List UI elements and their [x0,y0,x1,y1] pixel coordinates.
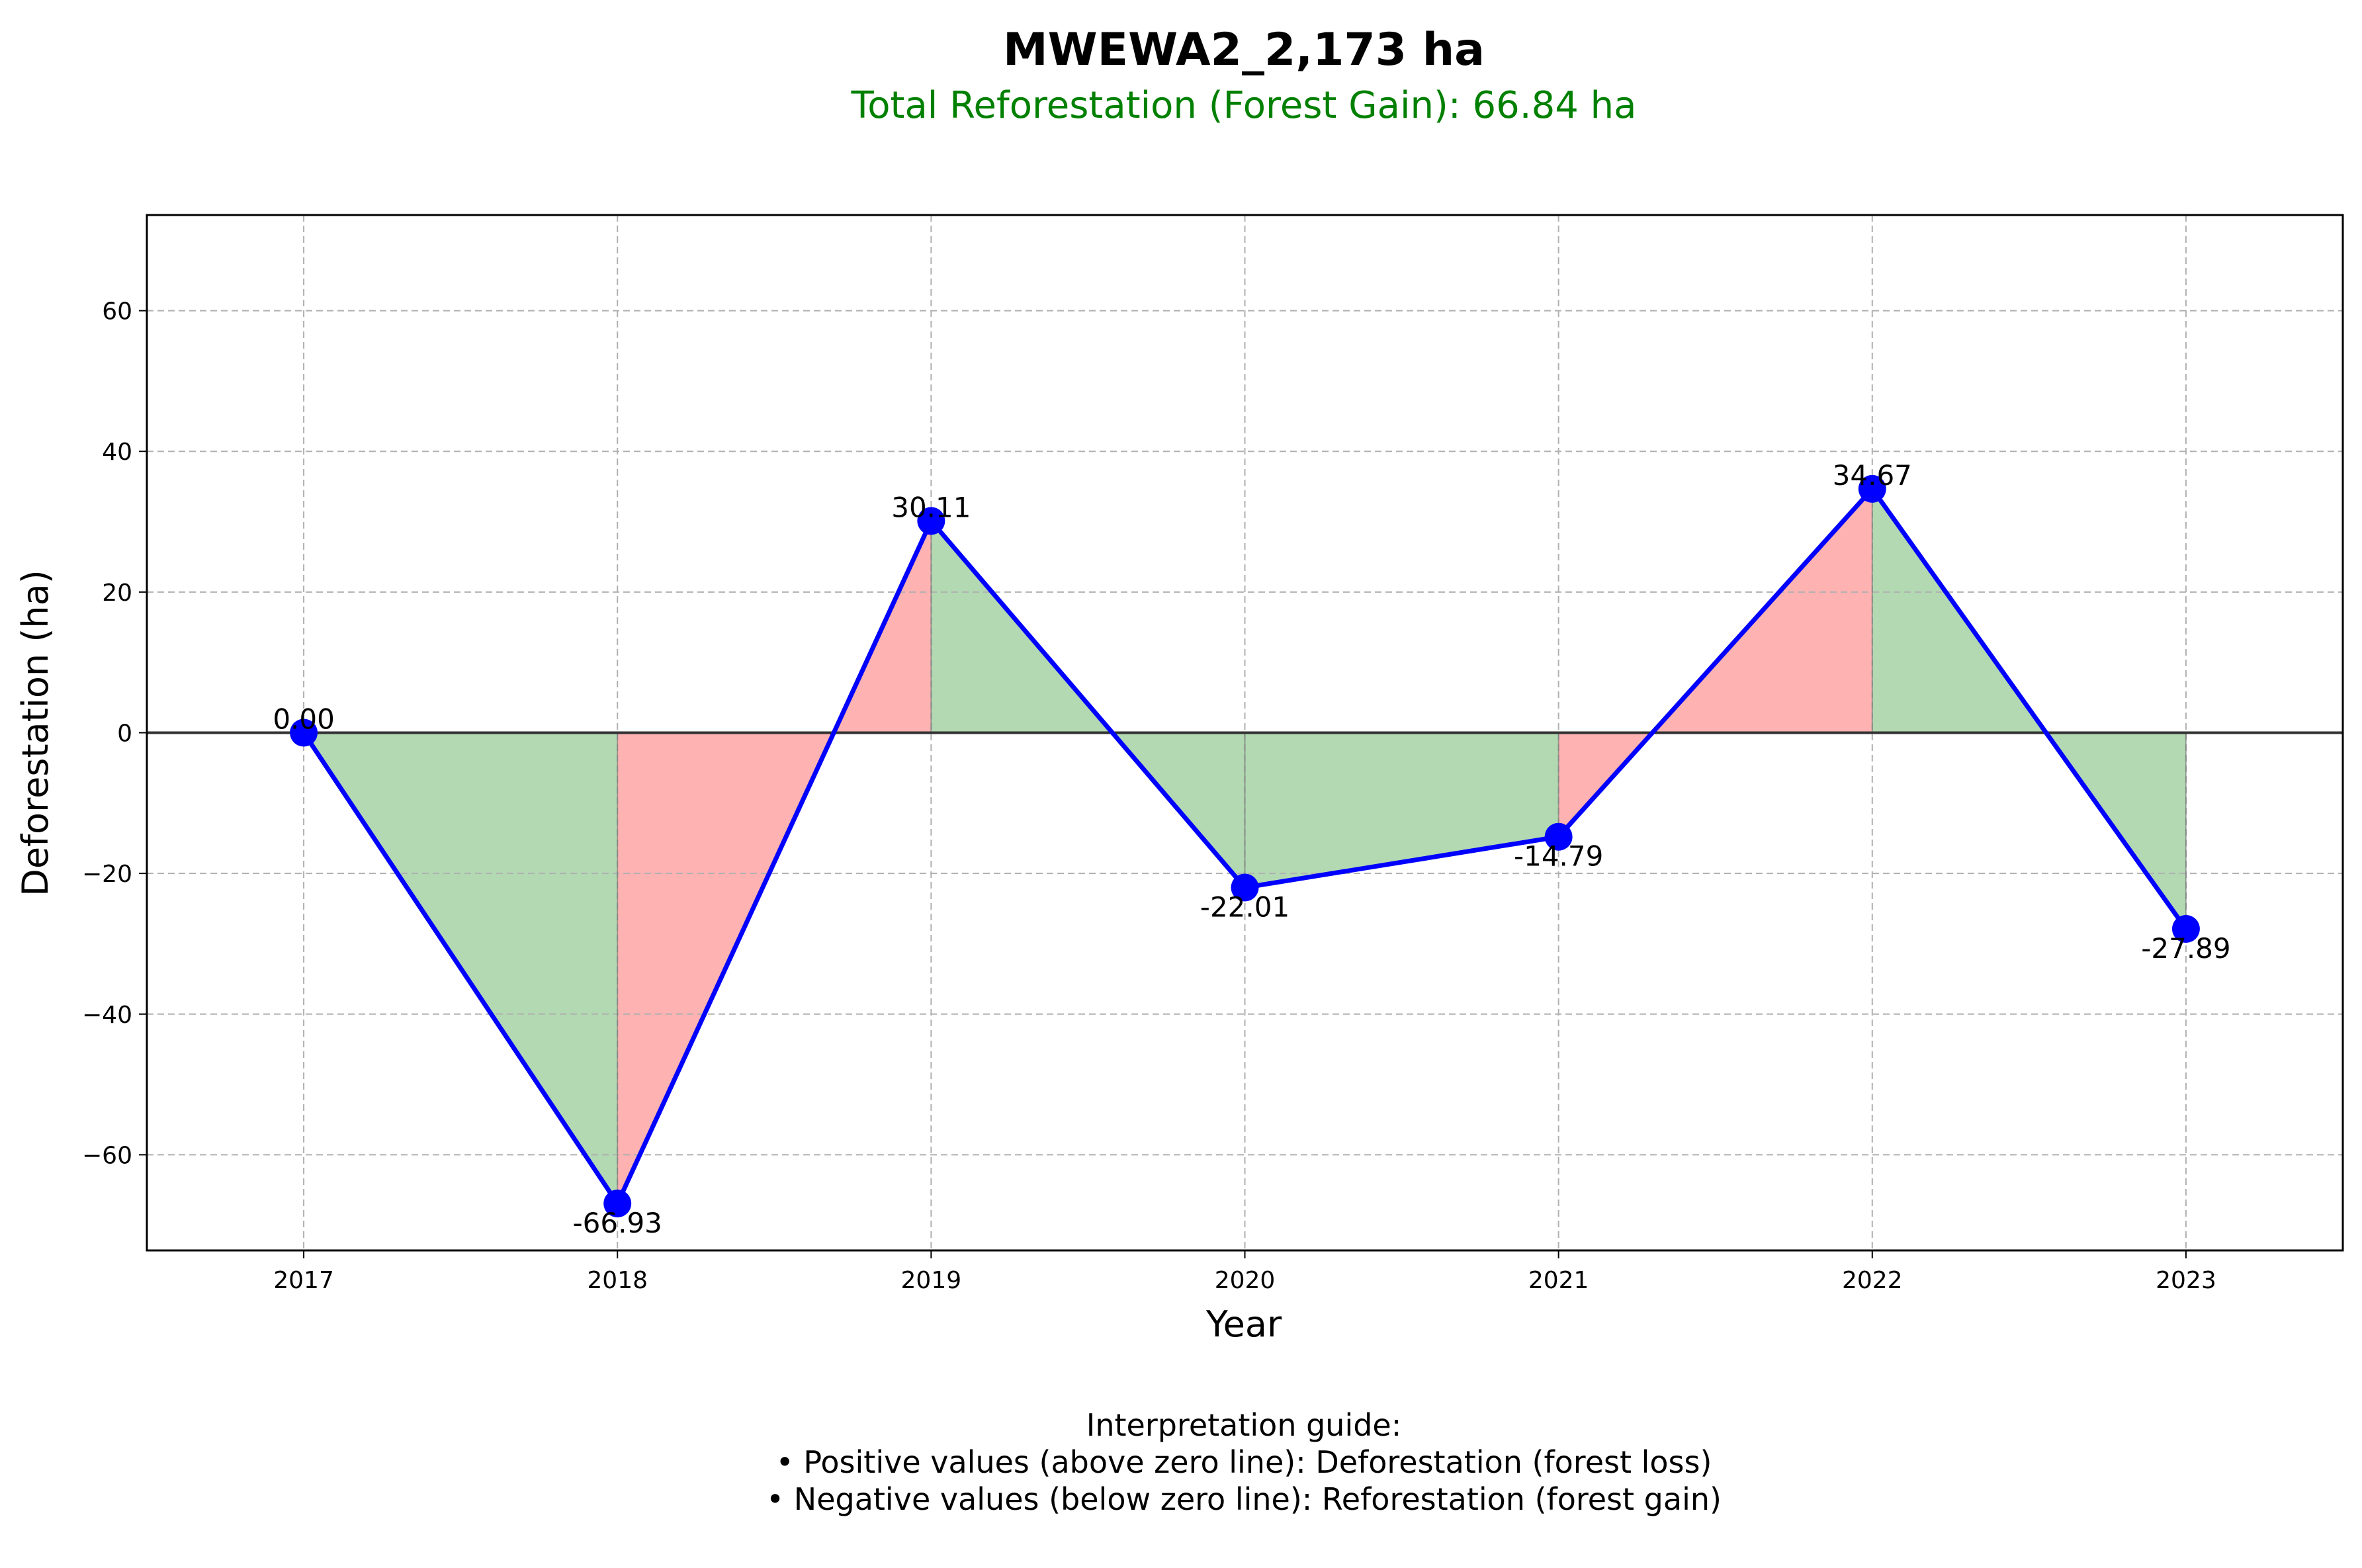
data-markers [290,474,2200,1218]
data-point [2171,915,2200,943]
x-tick-label: 2019 [901,1267,962,1294]
x-axis-label: Year [1205,1303,1282,1345]
data-label: 30.11 [891,491,971,523]
x-tick-label: 2022 [1842,1267,1903,1294]
x-tick-label: 2018 [587,1267,648,1294]
x-tick-label: 2023 [2156,1267,2216,1294]
data-label: 34.67 [1833,459,1912,492]
guide-line-positive: • Positive values (above zero line): Def… [776,1444,1712,1480]
data-point [1231,873,1259,902]
x-axis-ticks: 2017 2018 2019 2020 2021 2022 2023 [273,1250,2216,1294]
chart-subtitle: Total Reforestation (Forest Gain): 66.84… [851,84,1637,127]
y-axis-label: Deforestation (ha) [15,570,56,896]
x-tick-label: 2017 [273,1267,334,1294]
plot-area: 0.00 -66.93 30.11 -22.01 -14.79 34.67 -27.89 [146,214,2344,1252]
y-tick-label: −40 [82,1002,132,1029]
chart-title: MWEWA2_2,173 ha [1003,24,1485,76]
data-point [603,1190,632,1218]
interpretation-guide: Interpretation guide: • Positive values … [766,1407,1722,1517]
x-tick-label: 2021 [1528,1267,1589,1294]
data-point [1544,822,1573,851]
y-tick-label: −60 [82,1142,132,1169]
year-marker-lines [617,488,2187,1204]
data-label: -14.79 [1514,840,1603,873]
data-label: 0.00 [273,703,335,736]
x-tick-label: 2020 [1215,1267,1276,1294]
data-label: -27.89 [2141,932,2230,965]
y-axis-ticks: −60 −40 −20 0 20 40 60 [82,298,147,1169]
y-tick-label: 60 [102,298,132,326]
data-labels: 0.00 -66.93 30.11 -22.01 -14.79 34.67 -27.89 [273,459,2230,1239]
guide-heading: Interpretation guide: [1086,1407,1401,1443]
y-tick-label: 20 [102,580,132,607]
data-point [290,719,318,747]
y-tick-label: −20 [82,861,132,888]
data-label: -66.93 [573,1207,662,1239]
guide-line-negative: • Negative values (below zero line): Ref… [766,1481,1722,1517]
fill-segment [617,521,932,1204]
y-tick-label: 40 [102,439,132,466]
y-tick-label: 0 [117,720,132,748]
data-label: -22.01 [1200,891,1290,924]
data-point [917,507,945,535]
data-point [1858,474,1886,503]
